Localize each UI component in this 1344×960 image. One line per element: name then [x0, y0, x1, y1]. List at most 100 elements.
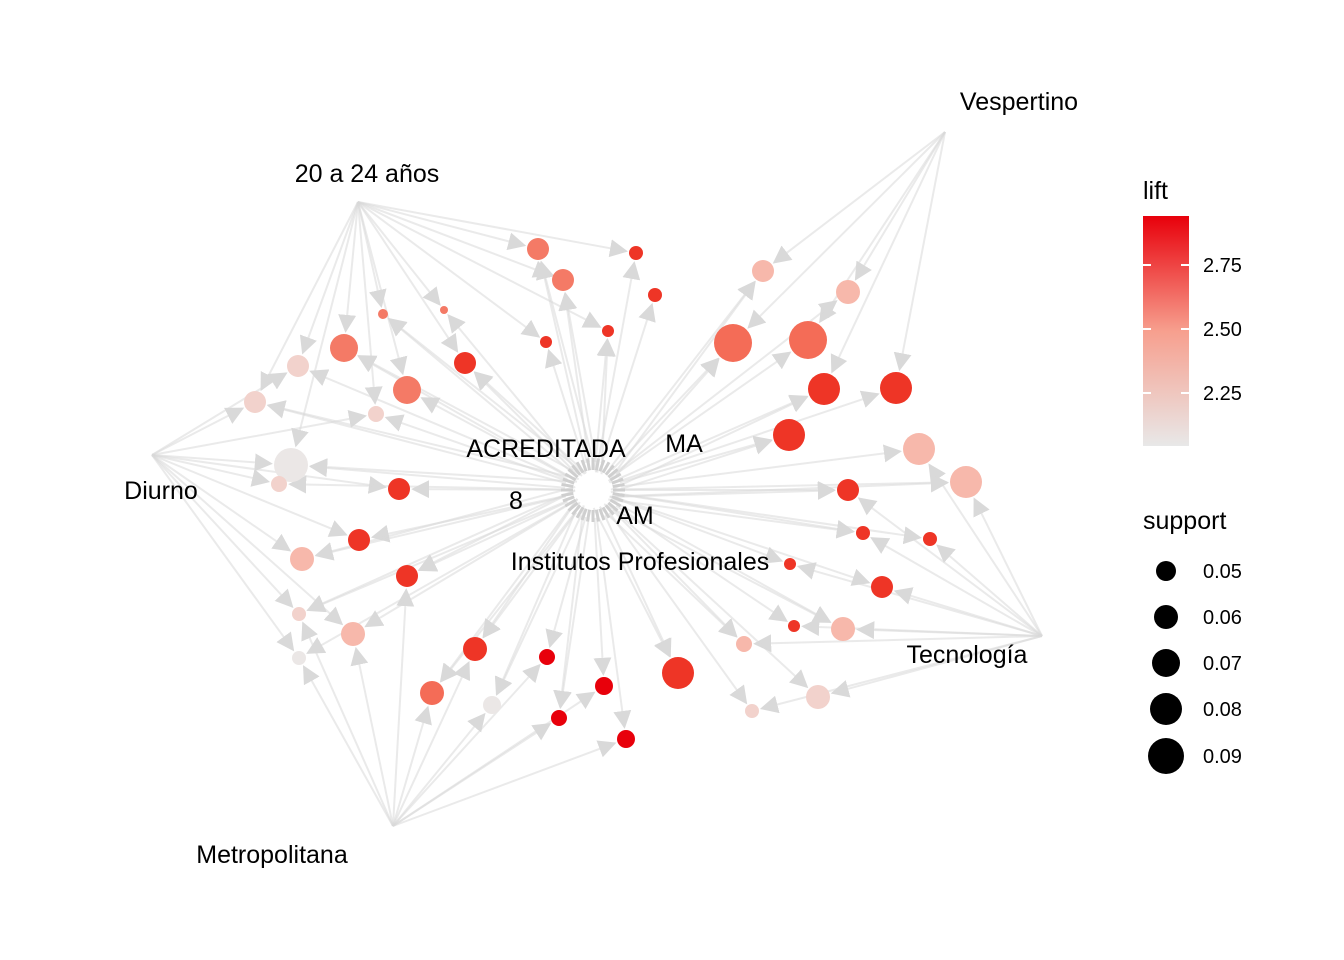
rule-edge — [392, 740, 617, 827]
rule-node — [629, 246, 643, 260]
rule-node — [527, 238, 549, 260]
rule-node — [773, 419, 805, 451]
rule-node — [483, 696, 501, 714]
rule-edge — [620, 444, 902, 488]
rule-node — [856, 526, 870, 540]
rule-edge — [620, 473, 949, 492]
rule-node — [396, 565, 418, 587]
rule-edge — [747, 131, 946, 329]
rule-node — [903, 433, 935, 465]
center-cluster-edge — [567, 468, 579, 479]
rule-node — [348, 529, 370, 551]
center-cluster-edge — [580, 508, 588, 521]
rule-node — [923, 532, 937, 546]
rule-edge — [609, 481, 836, 500]
rule-edge — [392, 660, 471, 827]
rule-edge — [598, 506, 738, 638]
rule-node — [271, 476, 287, 492]
rule-node — [244, 391, 266, 413]
rule-edge — [309, 459, 566, 489]
center-cluster-edge — [575, 461, 585, 474]
rule-edge — [753, 634, 1043, 653]
rule-edge — [608, 358, 720, 484]
rule-edge — [350, 646, 394, 827]
support-key-circle — [1150, 693, 1182, 725]
rule-edge — [392, 663, 541, 827]
support-key-circle — [1148, 738, 1184, 774]
center-cluster-edge — [609, 498, 622, 508]
rule-edge — [592, 507, 671, 658]
support-tick-label: 0.06 — [1203, 607, 1242, 629]
rule-node — [662, 657, 694, 689]
rule-edge — [608, 498, 855, 539]
center-cluster-edge — [561, 491, 574, 498]
rule-node — [287, 355, 309, 377]
rule-edge — [856, 621, 1043, 640]
rule-node — [806, 685, 830, 709]
rule-node — [378, 309, 388, 319]
rule-node — [808, 373, 840, 405]
rule-edge — [936, 544, 1043, 637]
item-label-vespertino: Vespertino — [960, 88, 1078, 116]
rule-edge — [357, 201, 552, 278]
rule-edge — [151, 454, 348, 537]
rule-edge — [611, 357, 720, 471]
center-cluster-edge — [585, 509, 592, 522]
rule-edge — [392, 588, 415, 827]
rule-edge — [384, 414, 567, 482]
rule-edge — [299, 201, 359, 355]
rule-edge — [309, 369, 568, 481]
support-tick-label: 0.08 — [1203, 699, 1242, 721]
rule-node — [420, 681, 444, 705]
rule-node — [752, 260, 774, 282]
support-tick-label: 0.09 — [1203, 746, 1242, 768]
rule-edge — [608, 512, 748, 705]
rule-node — [388, 478, 410, 500]
rule-node — [745, 704, 759, 718]
rule-node — [290, 547, 314, 571]
item-label-20-a-24-anos: 20 a 24 años — [295, 160, 440, 188]
center-cluster-edge — [611, 495, 624, 503]
rule-edge — [619, 497, 871, 586]
support-key-circle — [1152, 649, 1180, 677]
center-cluster-edge — [585, 458, 592, 471]
center-cluster-edge — [562, 477, 575, 485]
rule-edge — [392, 705, 432, 827]
center-cluster-edge — [567, 501, 579, 512]
lift-legend-title: lift — [1143, 177, 1168, 205]
rule-edge — [357, 201, 441, 306]
center-cluster-edge — [598, 508, 606, 521]
rule-node — [736, 636, 752, 652]
rule-node — [539, 649, 555, 665]
rule-edge — [151, 454, 295, 652]
rule-edge — [303, 665, 394, 827]
rule-edge — [357, 201, 459, 353]
rule-edge — [151, 454, 292, 552]
rule-edge — [357, 201, 408, 376]
rule-edge — [151, 454, 294, 608]
rule-node — [595, 677, 613, 695]
rule-node — [540, 336, 552, 348]
center-cluster-edge — [562, 495, 575, 503]
rule-edge — [306, 489, 576, 612]
center-cluster-edge — [561, 482, 574, 489]
rule-edge — [545, 348, 586, 464]
item-label-am: AM — [616, 502, 654, 530]
rule-node — [341, 622, 365, 646]
rule-edge — [618, 394, 809, 480]
rule-edge — [306, 499, 568, 613]
center-cluster-edge — [571, 504, 582, 516]
center-cluster-edge — [607, 468, 619, 479]
rule-edge — [854, 131, 946, 281]
rule-edge — [612, 508, 809, 689]
rule-edge — [559, 292, 599, 473]
rule-node — [551, 710, 567, 726]
rule-edge — [151, 407, 245, 456]
lift-colorbar — [1143, 216, 1189, 446]
rule-edge — [610, 395, 809, 491]
rule-node — [871, 576, 893, 598]
rule-edge — [420, 397, 569, 478]
lift-tick-label: 2.75 — [1203, 255, 1242, 277]
support-legend-title: support — [1143, 507, 1226, 535]
